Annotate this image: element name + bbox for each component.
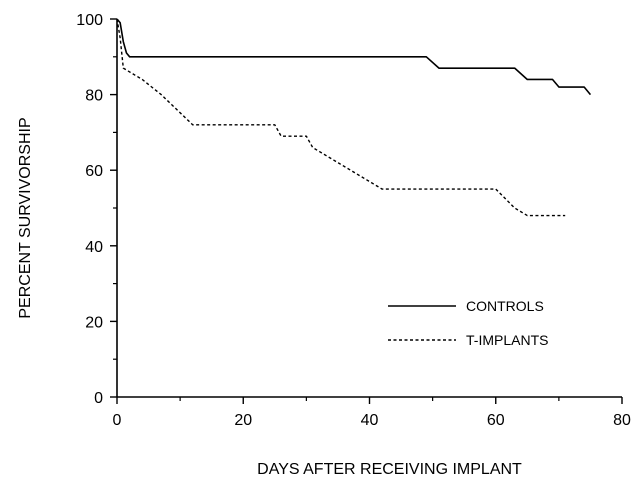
y-tick-label: 40 [85,239,103,256]
series-lines [116,18,592,217]
series-line-controls [116,18,592,96]
legend-label: T-IMPLANTS [466,332,548,348]
x-tick-label: 40 [361,412,379,429]
y-axis-title: PERCENT SURVIVORSHIP [17,117,34,318]
y-tick-label: 100 [76,12,103,29]
y-tick-label: 20 [85,314,103,331]
x-tick-label: 20 [234,412,252,429]
y-tick-label: 0 [94,390,103,407]
legend: CONTROLS T-IMPLANTS [388,298,548,348]
x-axis-title: DAYS AFTER RECEIVING IMPLANT [257,461,522,478]
x-tick-label: 0 [113,412,122,429]
y-tick-label: 80 [85,88,103,105]
series-line-t-implants [116,18,566,217]
x-tick-label: 80 [613,412,631,429]
legend-label: CONTROLS [466,298,544,314]
tick-labels: 0 20 40 60 80 100 0 20 40 60 80 [76,12,631,429]
x-tick-label: 60 [487,412,505,429]
y-tick-label: 60 [85,163,103,180]
axes [110,18,623,404]
